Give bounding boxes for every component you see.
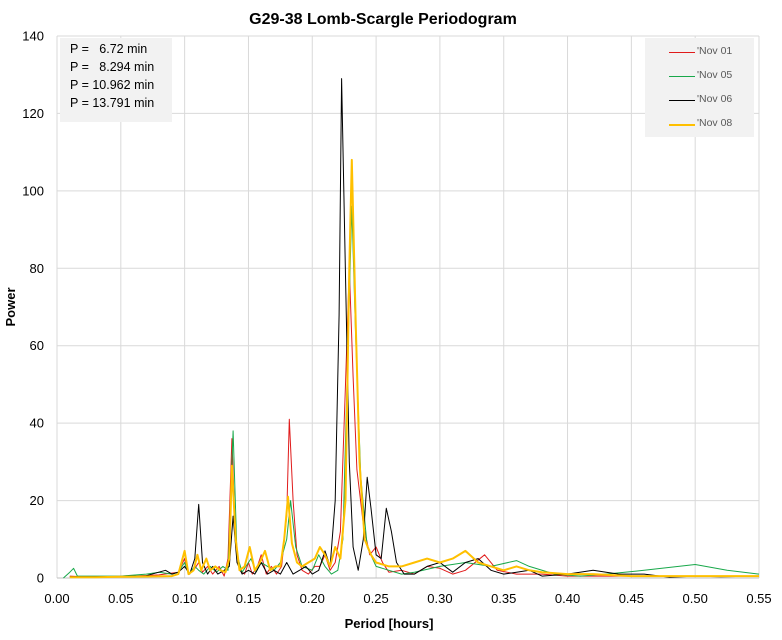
x-tick-label: 0.40 bbox=[555, 591, 580, 606]
legend-label-nov05: 'Nov 05 bbox=[697, 69, 733, 81]
series-line-nov01 bbox=[69, 267, 759, 578]
x-tick-label: 0.35 bbox=[491, 591, 516, 606]
x-tick-label: 0.20 bbox=[300, 591, 325, 606]
x-tick-label: 0.30 bbox=[427, 591, 452, 606]
legend-label-nov06: 'Nov 06 bbox=[697, 93, 733, 105]
legend-swatch-nov01 bbox=[669, 52, 695, 53]
series-line-nov05 bbox=[63, 205, 760, 579]
y-tick-label: 80 bbox=[30, 261, 44, 276]
x-tick-label: 0.05 bbox=[108, 591, 133, 606]
legend: 'Nov 01 'Nov 05 'Nov 06 'Nov 08 bbox=[645, 38, 754, 137]
y-tick-label: 20 bbox=[30, 493, 44, 508]
period-annotation-3: P = 10.962 min bbox=[70, 78, 155, 92]
x-tick-label: 0.50 bbox=[683, 591, 708, 606]
series-layer bbox=[63, 78, 760, 579]
x-tick-label: 0.00 bbox=[44, 591, 69, 606]
y-tick-label: 140 bbox=[22, 29, 44, 44]
y-axis-title: Power bbox=[3, 287, 18, 326]
x-axis-title: Period [hours] bbox=[345, 616, 434, 631]
y-axis-tick-labels: 0 20 40 60 80 100 120 140 bbox=[22, 29, 44, 586]
legend-swatch-nov05 bbox=[669, 76, 695, 77]
period-annotation-1: P = 6.72 min bbox=[70, 42, 148, 56]
x-axis-tick-labels: 0.00 0.05 0.10 0.15 0.20 0.25 0.30 0.35 0.40 0.45… bbox=[44, 591, 771, 606]
legend-label-nov08: 'Nov 08 bbox=[697, 117, 733, 129]
x-tick-label: 0.10 bbox=[172, 591, 197, 606]
y-tick-label: 40 bbox=[30, 416, 44, 431]
period-annotation-2: P = 8.294 min bbox=[70, 60, 155, 74]
x-tick-label: 0.15 bbox=[236, 591, 261, 606]
period-annotation-box: P = 6.72 min P = 8.294 min P = 10.962 mi… bbox=[60, 38, 172, 122]
legend-label-nov01: 'Nov 01 bbox=[697, 45, 733, 57]
series-line-nov08 bbox=[69, 158, 759, 579]
chart-title: G29-38 Lomb-Scargle Periodogram bbox=[249, 11, 517, 28]
legend-swatch-nov06 bbox=[669, 100, 695, 101]
series-line-nov06 bbox=[69, 78, 760, 578]
period-annotation-4: P = 13.791 min bbox=[70, 96, 155, 110]
y-tick-label: 100 bbox=[22, 183, 44, 198]
y-tick-label: 60 bbox=[30, 338, 44, 353]
y-tick-label: 0 bbox=[37, 571, 44, 586]
x-tick-label: 0.55 bbox=[746, 591, 771, 606]
y-tick-label: 120 bbox=[22, 106, 44, 121]
x-tick-label: 0.25 bbox=[363, 591, 388, 606]
legend-swatch-nov08 bbox=[669, 124, 695, 126]
grid-lines bbox=[56, 35, 760, 579]
x-tick-label: 0.45 bbox=[619, 591, 644, 606]
